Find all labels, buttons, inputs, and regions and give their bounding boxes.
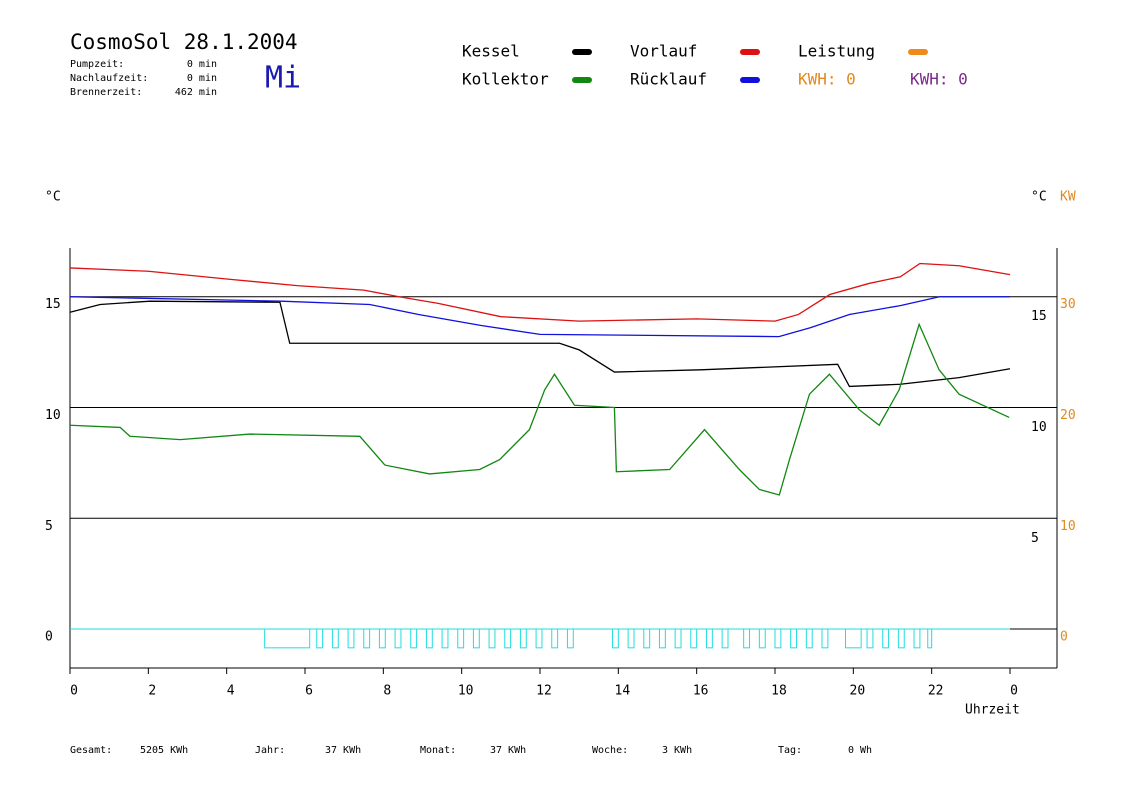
legend-label: Vorlauf — [630, 42, 697, 61]
stat-value: 462 min — [175, 87, 217, 98]
pump-pulse — [504, 628, 512, 649]
pump-pulse — [927, 628, 933, 649]
pump-pulse — [705, 628, 713, 649]
x-axis-label: Uhrzeit — [965, 703, 1020, 718]
x-tick-label: 2 — [148, 684, 156, 699]
pump-pulse — [866, 628, 874, 649]
y2-tick-label: 5 — [1031, 531, 1039, 546]
pump-pulse — [790, 628, 798, 649]
pump-pulse — [845, 628, 862, 649]
kwh-label: KWH: 0 — [910, 70, 968, 89]
pump-pulse — [882, 628, 890, 649]
y3-tick-label: 0 — [1060, 630, 1068, 645]
pump-pulse — [425, 628, 433, 649]
y-tick-label: 5 — [45, 519, 53, 534]
pump-pulse — [316, 628, 324, 649]
y-tick-label: 0 — [45, 630, 53, 645]
y2-tick-label: 15 — [1031, 309, 1047, 324]
pump-pulse — [674, 628, 682, 649]
total-value: 5205 KWh — [140, 745, 188, 756]
pump-pulse — [627, 628, 635, 649]
x-tick-label: 16 — [693, 684, 709, 699]
y2-tick-label: 10 — [1031, 420, 1047, 435]
pump-pulse — [410, 628, 418, 649]
chart-title: CosmoSol 28.1.2004 — [70, 30, 298, 54]
pump-pulse — [457, 628, 465, 649]
pump-pulse — [821, 628, 829, 649]
legend-label: Kollektor — [462, 70, 549, 89]
weekday: Mi — [265, 61, 301, 96]
pump-pulse — [690, 628, 698, 649]
pump-pulse — [472, 628, 480, 649]
legend-label: Leistung — [798, 42, 875, 61]
y3-tick-label: 20 — [1060, 408, 1076, 423]
series-line — [69, 300, 1011, 388]
stat-value: 0 min — [187, 59, 217, 70]
pump-pulse — [394, 628, 402, 649]
pump-pulse — [643, 628, 651, 649]
y-axis-unit: °C — [45, 190, 61, 205]
x-tick-label: 0 — [1010, 684, 1018, 699]
x-tick-label: 14 — [615, 684, 631, 699]
pump-pulse — [264, 628, 311, 649]
total-value: 0 Wh — [848, 745, 872, 756]
total-label: Tag: — [778, 745, 802, 756]
legend-label: Rücklauf — [630, 70, 707, 89]
total-label: Jahr: — [255, 745, 285, 756]
pump-pulse — [441, 628, 449, 649]
x-tick-label: 18 — [771, 684, 787, 699]
series-line — [69, 262, 1011, 322]
x-tick-label: 4 — [227, 684, 235, 699]
pump-pulse — [566, 628, 574, 649]
pump-pulse — [658, 628, 666, 649]
x-tick-label: 8 — [383, 684, 391, 699]
total-value: 37 KWh — [325, 745, 361, 756]
stat-value: 0 min — [187, 73, 217, 84]
pump-pulse — [611, 628, 619, 649]
total-value: 37 KWh — [490, 745, 526, 756]
pump-pulse — [897, 628, 905, 649]
x-tick-label: 20 — [850, 684, 866, 699]
x-tick-label: 0 — [70, 684, 78, 699]
legend-label: Kessel — [462, 42, 520, 61]
total-value: 3 KWh — [662, 745, 692, 756]
pump-pulse — [721, 628, 729, 649]
x-tick-label: 12 — [536, 684, 552, 699]
x-tick-label: 10 — [458, 684, 474, 699]
y-tick-label: 10 — [45, 408, 61, 423]
pump-pulse — [535, 628, 543, 649]
pump-pulse — [743, 628, 751, 649]
total-label: Monat: — [420, 745, 456, 756]
series-line — [69, 296, 1010, 338]
pump-pulse — [363, 628, 371, 649]
pump-pulse — [774, 628, 782, 649]
pump-pulse — [551, 628, 559, 649]
stat-label: Brennerzeit: — [70, 87, 142, 98]
x-tick-label: 22 — [928, 684, 944, 699]
pump-pulse — [519, 628, 527, 649]
total-label: Gesamt: — [70, 745, 112, 756]
x-tick-label: 6 — [305, 684, 313, 699]
total-label: Woche: — [592, 745, 628, 756]
y2-axis-unit: °C — [1031, 190, 1047, 205]
pump-pulse — [378, 628, 386, 649]
y-tick-label: 15 — [45, 297, 61, 312]
pump-pulse — [331, 628, 339, 649]
y3-tick-label: 10 — [1060, 519, 1076, 534]
y3-tick-label: 30 — [1060, 297, 1076, 312]
stat-label: Nachlaufzeit: — [70, 73, 148, 84]
pump-pulse — [805, 628, 813, 649]
stat-label: Pumpzeit: — [70, 59, 124, 70]
pump-pulse — [758, 628, 766, 649]
pump-pulse — [347, 628, 355, 649]
kwh-label: KWH: 0 — [798, 70, 856, 89]
pump-pulse — [913, 628, 921, 649]
y3-axis-unit: KW — [1060, 190, 1076, 205]
pump-pulse — [488, 628, 496, 649]
series-line — [69, 322, 1010, 496]
